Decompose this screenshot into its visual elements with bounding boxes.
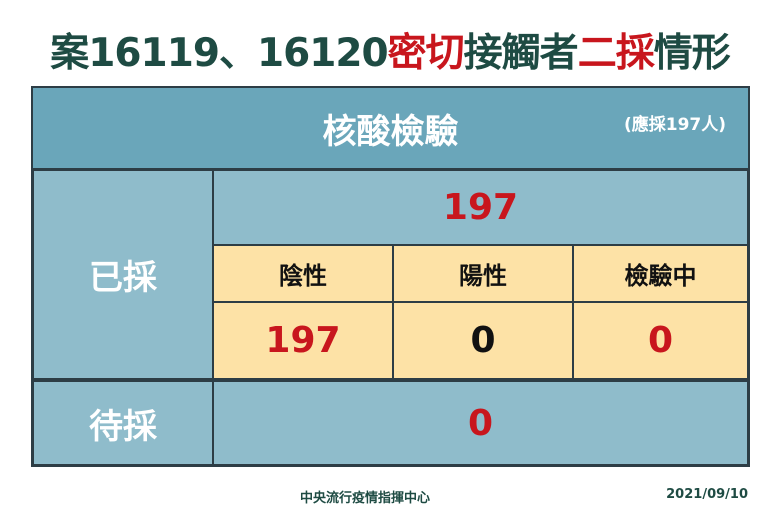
title-case-numbers: 案16119、16120 [50, 31, 388, 76]
table-header: 核酸檢驗 (應採197人) [33, 88, 748, 170]
title-contacts: 接觸者 [463, 31, 579, 76]
negative-label: 陰性 [213, 245, 393, 302]
positive-label: 陽性 [393, 245, 573, 302]
title-second-test: 二採 [577, 31, 655, 76]
positive-value: 0 [393, 302, 573, 379]
collected-label: 已採 [33, 170, 213, 379]
testing-label: 檢驗中 [573, 245, 748, 302]
results-table: 核酸檢驗 (應採197人) 已採 197 陰性 陽性 檢驗中 197 0 0 待… [31, 86, 750, 467]
title-status: 情形 [653, 31, 731, 76]
footer-date: 2021/09/10 [666, 487, 748, 502]
title-close: 密切 [387, 31, 465, 76]
footer-org: 中央流行疫情指揮中心 [300, 491, 431, 506]
header-title: 核酸檢驗 [322, 111, 459, 152]
collected-total: 197 [213, 170, 748, 245]
header-subtitle: (應採197人) [623, 115, 726, 135]
testing-value: 0 [573, 302, 748, 379]
negative-value: 197 [213, 302, 393, 379]
pending-label: 待採 [33, 379, 213, 465]
pending-value: 0 [213, 379, 748, 465]
page-title: 案16119、16120密切接觸者二採情形 [0, 22, 780, 78]
